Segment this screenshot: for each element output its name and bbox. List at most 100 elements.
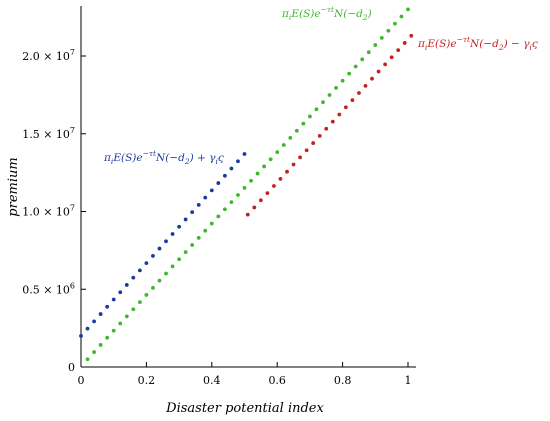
series-1-point bbox=[170, 264, 175, 269]
series-1-point bbox=[268, 157, 273, 162]
series-1-point bbox=[399, 14, 404, 19]
series-1-point bbox=[406, 7, 410, 12]
series-2-point bbox=[317, 134, 322, 138]
series-1-point bbox=[229, 200, 234, 205]
x-tick-label: 0.6 bbox=[268, 374, 286, 387]
series-1-point bbox=[366, 50, 371, 55]
series-0-point bbox=[222, 173, 227, 178]
series-0-point bbox=[111, 297, 116, 302]
series-1-point bbox=[137, 300, 142, 304]
series-1-point bbox=[144, 293, 149, 297]
series-0-point bbox=[164, 239, 168, 244]
series-0-point bbox=[190, 210, 195, 215]
series-0-point bbox=[92, 319, 96, 324]
series-2-point bbox=[376, 69, 381, 74]
series-0-point bbox=[177, 224, 182, 229]
series-1-point bbox=[249, 178, 253, 183]
series-1-point bbox=[301, 121, 306, 126]
series-1-point bbox=[314, 107, 319, 112]
series-2-point bbox=[343, 105, 348, 110]
series-1-point bbox=[308, 114, 312, 119]
series-1-point bbox=[262, 164, 267, 169]
series-2-point bbox=[402, 41, 407, 45]
series-2-point bbox=[383, 62, 388, 67]
series-1-point bbox=[255, 171, 260, 176]
series-1-point bbox=[203, 228, 208, 233]
series-1-point bbox=[124, 314, 129, 319]
y-tick-label: 1.0 × 107 bbox=[22, 204, 75, 219]
series-1-point bbox=[98, 343, 103, 347]
series-1-point bbox=[164, 271, 168, 276]
series-0-point bbox=[236, 159, 240, 164]
series-1-point bbox=[105, 335, 110, 340]
series-0-point bbox=[131, 275, 136, 280]
series-1-point bbox=[360, 57, 365, 62]
x-axis-ticks: 0 0.2 0.4 0.6 0.8 1 bbox=[78, 362, 412, 387]
series-1-point bbox=[216, 214, 221, 219]
series-0-point bbox=[229, 166, 234, 171]
series-0-point bbox=[196, 203, 201, 207]
series-1-point bbox=[190, 243, 195, 247]
x-axis-title: Disaster potential index bbox=[165, 401, 324, 416]
series-1-point bbox=[177, 257, 182, 262]
series-1-point bbox=[288, 135, 293, 140]
series-2-point bbox=[252, 205, 257, 210]
series-label-red: πiE(S)e−τtN(−d2) − γiς bbox=[417, 35, 538, 52]
series-2-point bbox=[363, 83, 368, 88]
series-1-point bbox=[275, 150, 280, 155]
series-2-point bbox=[396, 48, 401, 52]
series-1-point bbox=[183, 250, 188, 255]
x-tick-label: 1 bbox=[405, 374, 412, 387]
y-axis-ticks: 0 0.5 × 106 1.0 × 107 1.5 × 107 2.0 × 107 bbox=[22, 48, 86, 374]
y-tick-label: 2.0 × 107 bbox=[22, 48, 75, 63]
series-1-point bbox=[118, 321, 123, 326]
series-1-point bbox=[236, 193, 240, 197]
series-2-point bbox=[298, 155, 302, 160]
series-0-point bbox=[144, 261, 149, 266]
series-2-point bbox=[265, 191, 270, 196]
series-1-point bbox=[157, 278, 162, 283]
series-2-point bbox=[324, 126, 329, 131]
series-1-point bbox=[373, 43, 378, 47]
series-2-point bbox=[291, 162, 296, 167]
series-0-point bbox=[98, 312, 103, 316]
series-1-point bbox=[386, 28, 391, 33]
series-1-point bbox=[340, 78, 345, 83]
series-0-point bbox=[79, 334, 83, 338]
series-2-point bbox=[409, 33, 414, 38]
series-0-point bbox=[124, 283, 129, 287]
y-tick-label: 1.5 × 107 bbox=[22, 126, 75, 141]
series-1-point bbox=[334, 85, 338, 90]
series-0-point bbox=[157, 246, 162, 251]
x-tick-label: 0.8 bbox=[334, 374, 352, 387]
series-1-point bbox=[281, 143, 286, 147]
series-1-point bbox=[393, 21, 397, 26]
series-0-point bbox=[242, 152, 247, 156]
x-tick-label: 0 bbox=[78, 374, 85, 387]
y-axis-title: premium bbox=[6, 157, 21, 216]
series-0-point bbox=[203, 195, 208, 200]
series-2-point bbox=[357, 91, 361, 95]
series-2-point bbox=[258, 198, 263, 203]
series-1-point bbox=[242, 185, 247, 190]
series-0-point bbox=[118, 290, 123, 295]
series-label-blue: πiE(S)e−τtN(−d2) + γiς bbox=[103, 149, 224, 166]
series-1-point bbox=[347, 71, 352, 76]
series-2-point bbox=[337, 112, 342, 117]
series-1-point bbox=[85, 357, 90, 362]
y-tick-label: 0.5 × 106 bbox=[22, 281, 75, 296]
series-2-point bbox=[389, 55, 394, 60]
series-2-point bbox=[330, 119, 335, 124]
series-1-point bbox=[151, 285, 155, 290]
data-points bbox=[79, 7, 414, 362]
series-2-point bbox=[370, 76, 374, 81]
series-2-point bbox=[304, 148, 309, 153]
series-0-point bbox=[151, 253, 155, 258]
series-2-point bbox=[272, 184, 276, 188]
x-tick-label: 0.4 bbox=[203, 374, 221, 387]
x-tick-label: 0.2 bbox=[138, 374, 156, 387]
series-1-point bbox=[327, 93, 332, 97]
axes bbox=[80, 6, 416, 368]
series-0-point bbox=[183, 217, 188, 222]
series-0-point bbox=[216, 181, 221, 185]
